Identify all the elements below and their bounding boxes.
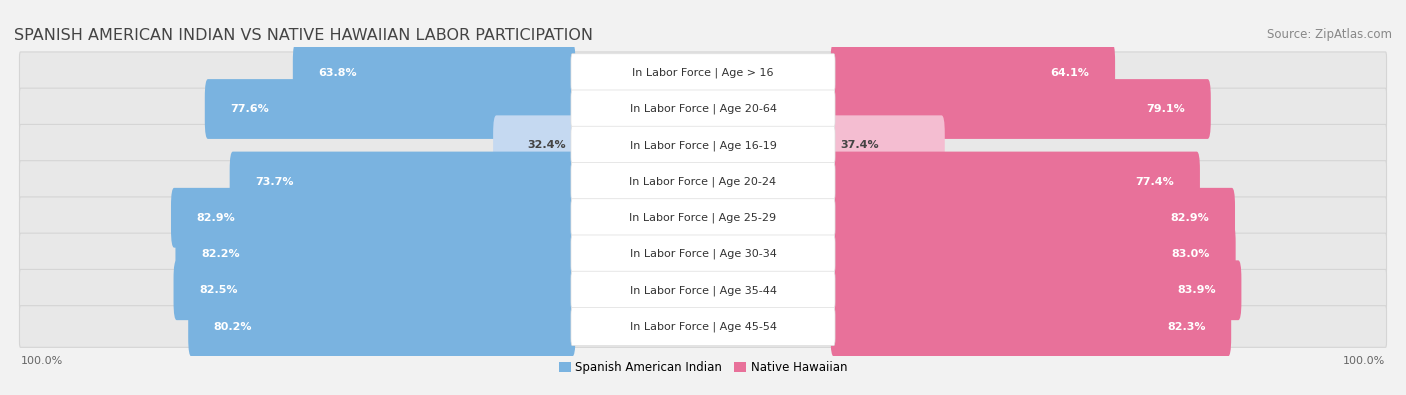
- Text: 82.9%: 82.9%: [197, 213, 235, 223]
- FancyBboxPatch shape: [20, 269, 1386, 311]
- FancyBboxPatch shape: [831, 297, 1232, 356]
- FancyBboxPatch shape: [20, 52, 1386, 94]
- Text: 37.4%: 37.4%: [841, 140, 879, 150]
- FancyBboxPatch shape: [571, 126, 835, 164]
- Text: Source: ZipAtlas.com: Source: ZipAtlas.com: [1267, 28, 1392, 41]
- FancyBboxPatch shape: [292, 43, 575, 103]
- Text: In Labor Force | Age 45-54: In Labor Force | Age 45-54: [630, 321, 776, 332]
- FancyBboxPatch shape: [20, 233, 1386, 275]
- Text: 63.8%: 63.8%: [318, 68, 357, 78]
- Text: 82.9%: 82.9%: [1171, 213, 1209, 223]
- Text: SPANISH AMERICAN INDIAN VS NATIVE HAWAIIAN LABOR PARTICIPATION: SPANISH AMERICAN INDIAN VS NATIVE HAWAII…: [14, 28, 593, 43]
- Text: 80.2%: 80.2%: [214, 322, 252, 331]
- Text: 82.3%: 82.3%: [1167, 322, 1206, 331]
- Text: 73.7%: 73.7%: [256, 177, 294, 186]
- Text: 100.0%: 100.0%: [1343, 356, 1385, 365]
- Text: 64.1%: 64.1%: [1050, 68, 1090, 78]
- Text: In Labor Force | Age 20-24: In Labor Force | Age 20-24: [630, 176, 776, 187]
- FancyBboxPatch shape: [831, 115, 945, 175]
- FancyBboxPatch shape: [571, 90, 835, 128]
- Text: 83.9%: 83.9%: [1177, 285, 1216, 295]
- Text: 82.2%: 82.2%: [201, 249, 239, 259]
- FancyBboxPatch shape: [571, 199, 835, 237]
- FancyBboxPatch shape: [176, 224, 575, 284]
- Text: 82.5%: 82.5%: [200, 285, 238, 295]
- FancyBboxPatch shape: [173, 260, 575, 320]
- FancyBboxPatch shape: [188, 297, 575, 356]
- Text: In Labor Force | Age 30-34: In Labor Force | Age 30-34: [630, 249, 776, 259]
- FancyBboxPatch shape: [831, 188, 1234, 248]
- FancyBboxPatch shape: [20, 306, 1386, 347]
- FancyBboxPatch shape: [831, 152, 1199, 211]
- FancyBboxPatch shape: [20, 124, 1386, 166]
- FancyBboxPatch shape: [20, 161, 1386, 202]
- Text: 100.0%: 100.0%: [21, 356, 63, 365]
- FancyBboxPatch shape: [571, 235, 835, 273]
- Text: 77.6%: 77.6%: [231, 104, 269, 114]
- Legend: Spanish American Indian, Native Hawaiian: Spanish American Indian, Native Hawaiian: [558, 361, 848, 374]
- FancyBboxPatch shape: [20, 197, 1386, 239]
- Text: 83.0%: 83.0%: [1171, 249, 1211, 259]
- Text: 77.4%: 77.4%: [1136, 177, 1174, 186]
- Text: In Labor Force | Age 25-29: In Labor Force | Age 25-29: [630, 213, 776, 223]
- FancyBboxPatch shape: [831, 224, 1236, 284]
- Text: 79.1%: 79.1%: [1146, 104, 1185, 114]
- FancyBboxPatch shape: [494, 115, 575, 175]
- FancyBboxPatch shape: [172, 188, 575, 248]
- FancyBboxPatch shape: [205, 79, 575, 139]
- FancyBboxPatch shape: [571, 162, 835, 201]
- FancyBboxPatch shape: [831, 79, 1211, 139]
- Text: In Labor Force | Age 20-64: In Labor Force | Age 20-64: [630, 104, 776, 114]
- FancyBboxPatch shape: [571, 307, 835, 346]
- FancyBboxPatch shape: [831, 43, 1115, 103]
- FancyBboxPatch shape: [571, 54, 835, 92]
- Text: 32.4%: 32.4%: [527, 140, 565, 150]
- FancyBboxPatch shape: [229, 152, 575, 211]
- FancyBboxPatch shape: [831, 260, 1241, 320]
- FancyBboxPatch shape: [20, 88, 1386, 130]
- Text: In Labor Force | Age 35-44: In Labor Force | Age 35-44: [630, 285, 776, 295]
- FancyBboxPatch shape: [571, 271, 835, 309]
- Text: In Labor Force | Age 16-19: In Labor Force | Age 16-19: [630, 140, 776, 150]
- Text: In Labor Force | Age > 16: In Labor Force | Age > 16: [633, 68, 773, 78]
